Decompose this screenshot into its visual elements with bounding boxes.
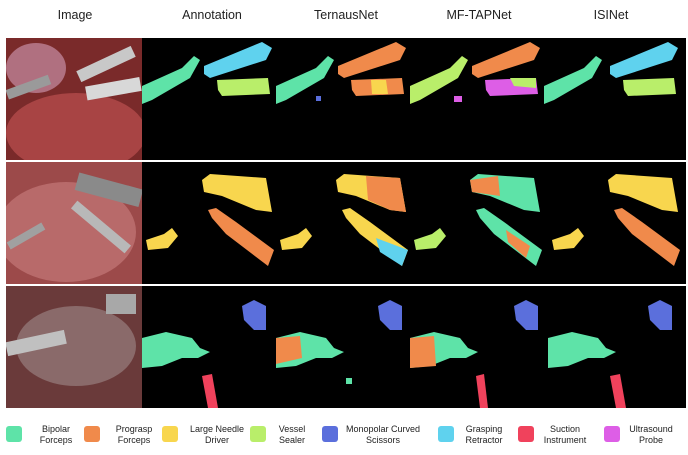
header-isinet: ISINet xyxy=(593,8,629,22)
legend-item-needle: Large Needle Driver xyxy=(162,424,250,446)
mask-needle-left xyxy=(146,228,178,250)
legend-swatch xyxy=(250,426,266,442)
annotation-row1 xyxy=(142,38,276,160)
header-annotation: Annotation xyxy=(182,8,242,22)
mask-bipolar xyxy=(142,56,200,104)
surgical-photo-1 xyxy=(6,38,142,160)
isinet-row1 xyxy=(544,38,686,160)
legend-item-suction: Suction Instrument xyxy=(518,424,590,446)
legend-swatch xyxy=(518,426,534,442)
legend-item-ultrasound: Ultrasound Probe xyxy=(604,424,676,446)
annotation-row2 xyxy=(142,162,276,284)
legend-swatch xyxy=(604,426,620,442)
legend-swatch xyxy=(84,426,100,442)
class-legend: Bipolar Forceps Prograsp Forceps Large Nee… xyxy=(0,418,688,454)
mftapnet-row1 xyxy=(410,38,544,160)
legend-swatch xyxy=(162,426,178,442)
image-row3 xyxy=(6,286,142,408)
mask-monopolar-3 xyxy=(242,300,266,330)
legend-swatch xyxy=(322,426,338,442)
mftapnet-row2 xyxy=(410,162,544,284)
ternausnet-row1 xyxy=(276,38,410,160)
mask-retractor xyxy=(204,42,272,78)
isinet-row3 xyxy=(544,286,686,408)
ternausnet-row2 xyxy=(276,162,410,284)
mask-needle-driver xyxy=(202,174,272,212)
annotation-row3 xyxy=(142,286,276,408)
image-row1 xyxy=(6,38,142,160)
header-mftapnet: MF-TAPNet xyxy=(446,8,512,22)
legend-swatch xyxy=(438,426,454,442)
legend-item-prograsp: Prograsp Forceps xyxy=(84,424,162,446)
surgical-photo-3 xyxy=(6,286,142,408)
surgical-photo-2 xyxy=(6,162,142,284)
mask-suction-3 xyxy=(202,374,218,408)
mask-prograsp xyxy=(208,208,274,266)
image-row2 xyxy=(6,162,142,284)
header-ternausnet: TernausNet xyxy=(314,8,378,22)
legend-swatch xyxy=(6,426,22,442)
legend-item-monopolar: Monopolar Curved Scissors xyxy=(322,424,422,446)
isinet-row2 xyxy=(544,162,686,284)
legend-item-sealer: Vessel Sealer xyxy=(250,424,312,446)
ternausnet-row3 xyxy=(276,286,410,408)
result-grid xyxy=(6,38,686,408)
header-image: Image xyxy=(57,8,93,22)
legend-item-retractor: Grasping Retractor xyxy=(438,424,508,446)
legend-item-bipolar: Bipolar Forceps xyxy=(6,424,84,446)
mask-sealer xyxy=(217,78,270,96)
mask-bipolar-3 xyxy=(142,332,210,368)
mftapnet-row3 xyxy=(410,286,544,408)
